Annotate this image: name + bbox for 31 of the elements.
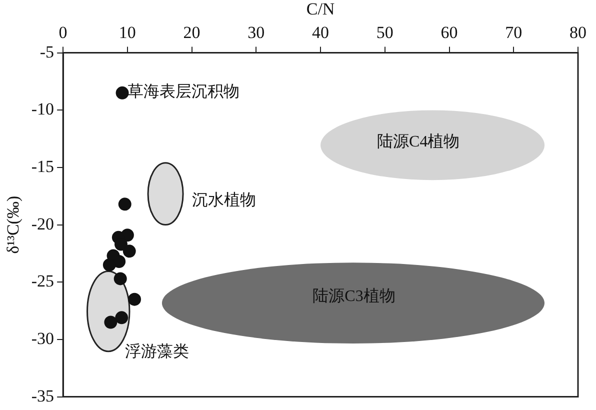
point bbox=[102, 258, 116, 272]
x-tick-label: 20 bbox=[183, 23, 200, 42]
annotation: 沉水植物 bbox=[192, 190, 256, 209]
y-tick-label: -25 bbox=[31, 272, 54, 291]
y-tick-label: -20 bbox=[31, 214, 54, 234]
point bbox=[115, 311, 128, 324]
y-tick-label: -10 bbox=[31, 100, 54, 119]
annotation: 草海表层沉积物 bbox=[127, 82, 240, 101]
y-axis-title: δ¹³C(‰) bbox=[4, 196, 23, 254]
point bbox=[104, 316, 118, 329]
annotation: 浮游藻类 bbox=[124, 342, 189, 360]
point bbox=[128, 292, 142, 306]
x-tick-label: 80 bbox=[570, 23, 586, 42]
x-tick-label: 10 bbox=[118, 23, 136, 42]
y-tick-label: -35 bbox=[31, 386, 54, 406]
x-tick-label: 40 bbox=[312, 23, 330, 42]
point bbox=[118, 198, 132, 211]
x-tick-label: 70 bbox=[505, 23, 522, 42]
y-tick-label: -5 bbox=[40, 42, 54, 62]
y-tick-label: -15 bbox=[31, 156, 54, 176]
x-tick-label: 50 bbox=[376, 23, 394, 42]
point bbox=[122, 244, 136, 258]
x-tick-label: 30 bbox=[248, 23, 265, 42]
y-tick-label: -30 bbox=[31, 328, 54, 348]
x-tick-label: 60 bbox=[440, 23, 458, 42]
point bbox=[114, 272, 127, 286]
x-axis-title: C/N bbox=[306, 0, 335, 19]
x-tick-label: 0 bbox=[58, 23, 68, 42]
annotation: 陆源C3植物 bbox=[312, 287, 396, 306]
point bbox=[116, 86, 129, 100]
annotation: 陆源C4植物 bbox=[377, 132, 460, 150]
